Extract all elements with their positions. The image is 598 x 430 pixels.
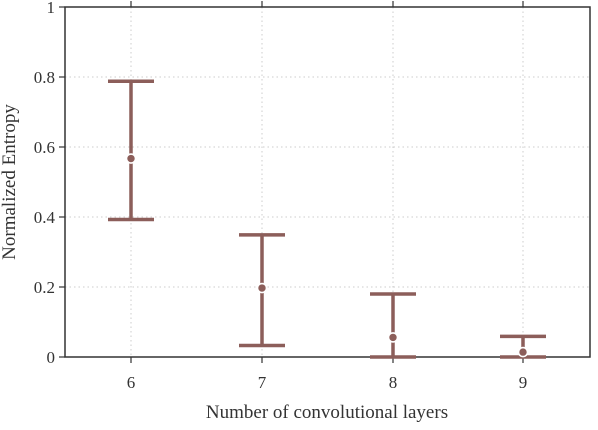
mean-point [387,332,399,343]
series-layer [108,79,546,359]
x-tick-label: 6 [127,373,136,392]
grid-layer [65,7,590,357]
mean-point [517,346,529,358]
y-tick-label: 0.2 [34,278,55,297]
x-tick-label: 8 [389,373,398,392]
mean-point [125,153,137,164]
y-axis-label: Normalized Entropy [0,104,20,260]
x-tick-label: 7 [258,373,267,392]
x-axis-label: Number of convolutional layers [206,402,448,423]
mean-point [256,282,268,294]
y-tick-label: 0.8 [34,68,55,87]
y-tick-label: 0.4 [34,208,56,227]
tick-layer: 0 0.2 0.4 0.6 0.8 1 6 7 8 9 [34,0,528,392]
plot-frame [64,6,591,358]
y-tick-label: 0 [47,348,56,367]
x-tick-label: 9 [519,373,528,392]
y-tick-label: 0.6 [34,138,55,157]
y-tick-label: 1 [47,0,56,17]
